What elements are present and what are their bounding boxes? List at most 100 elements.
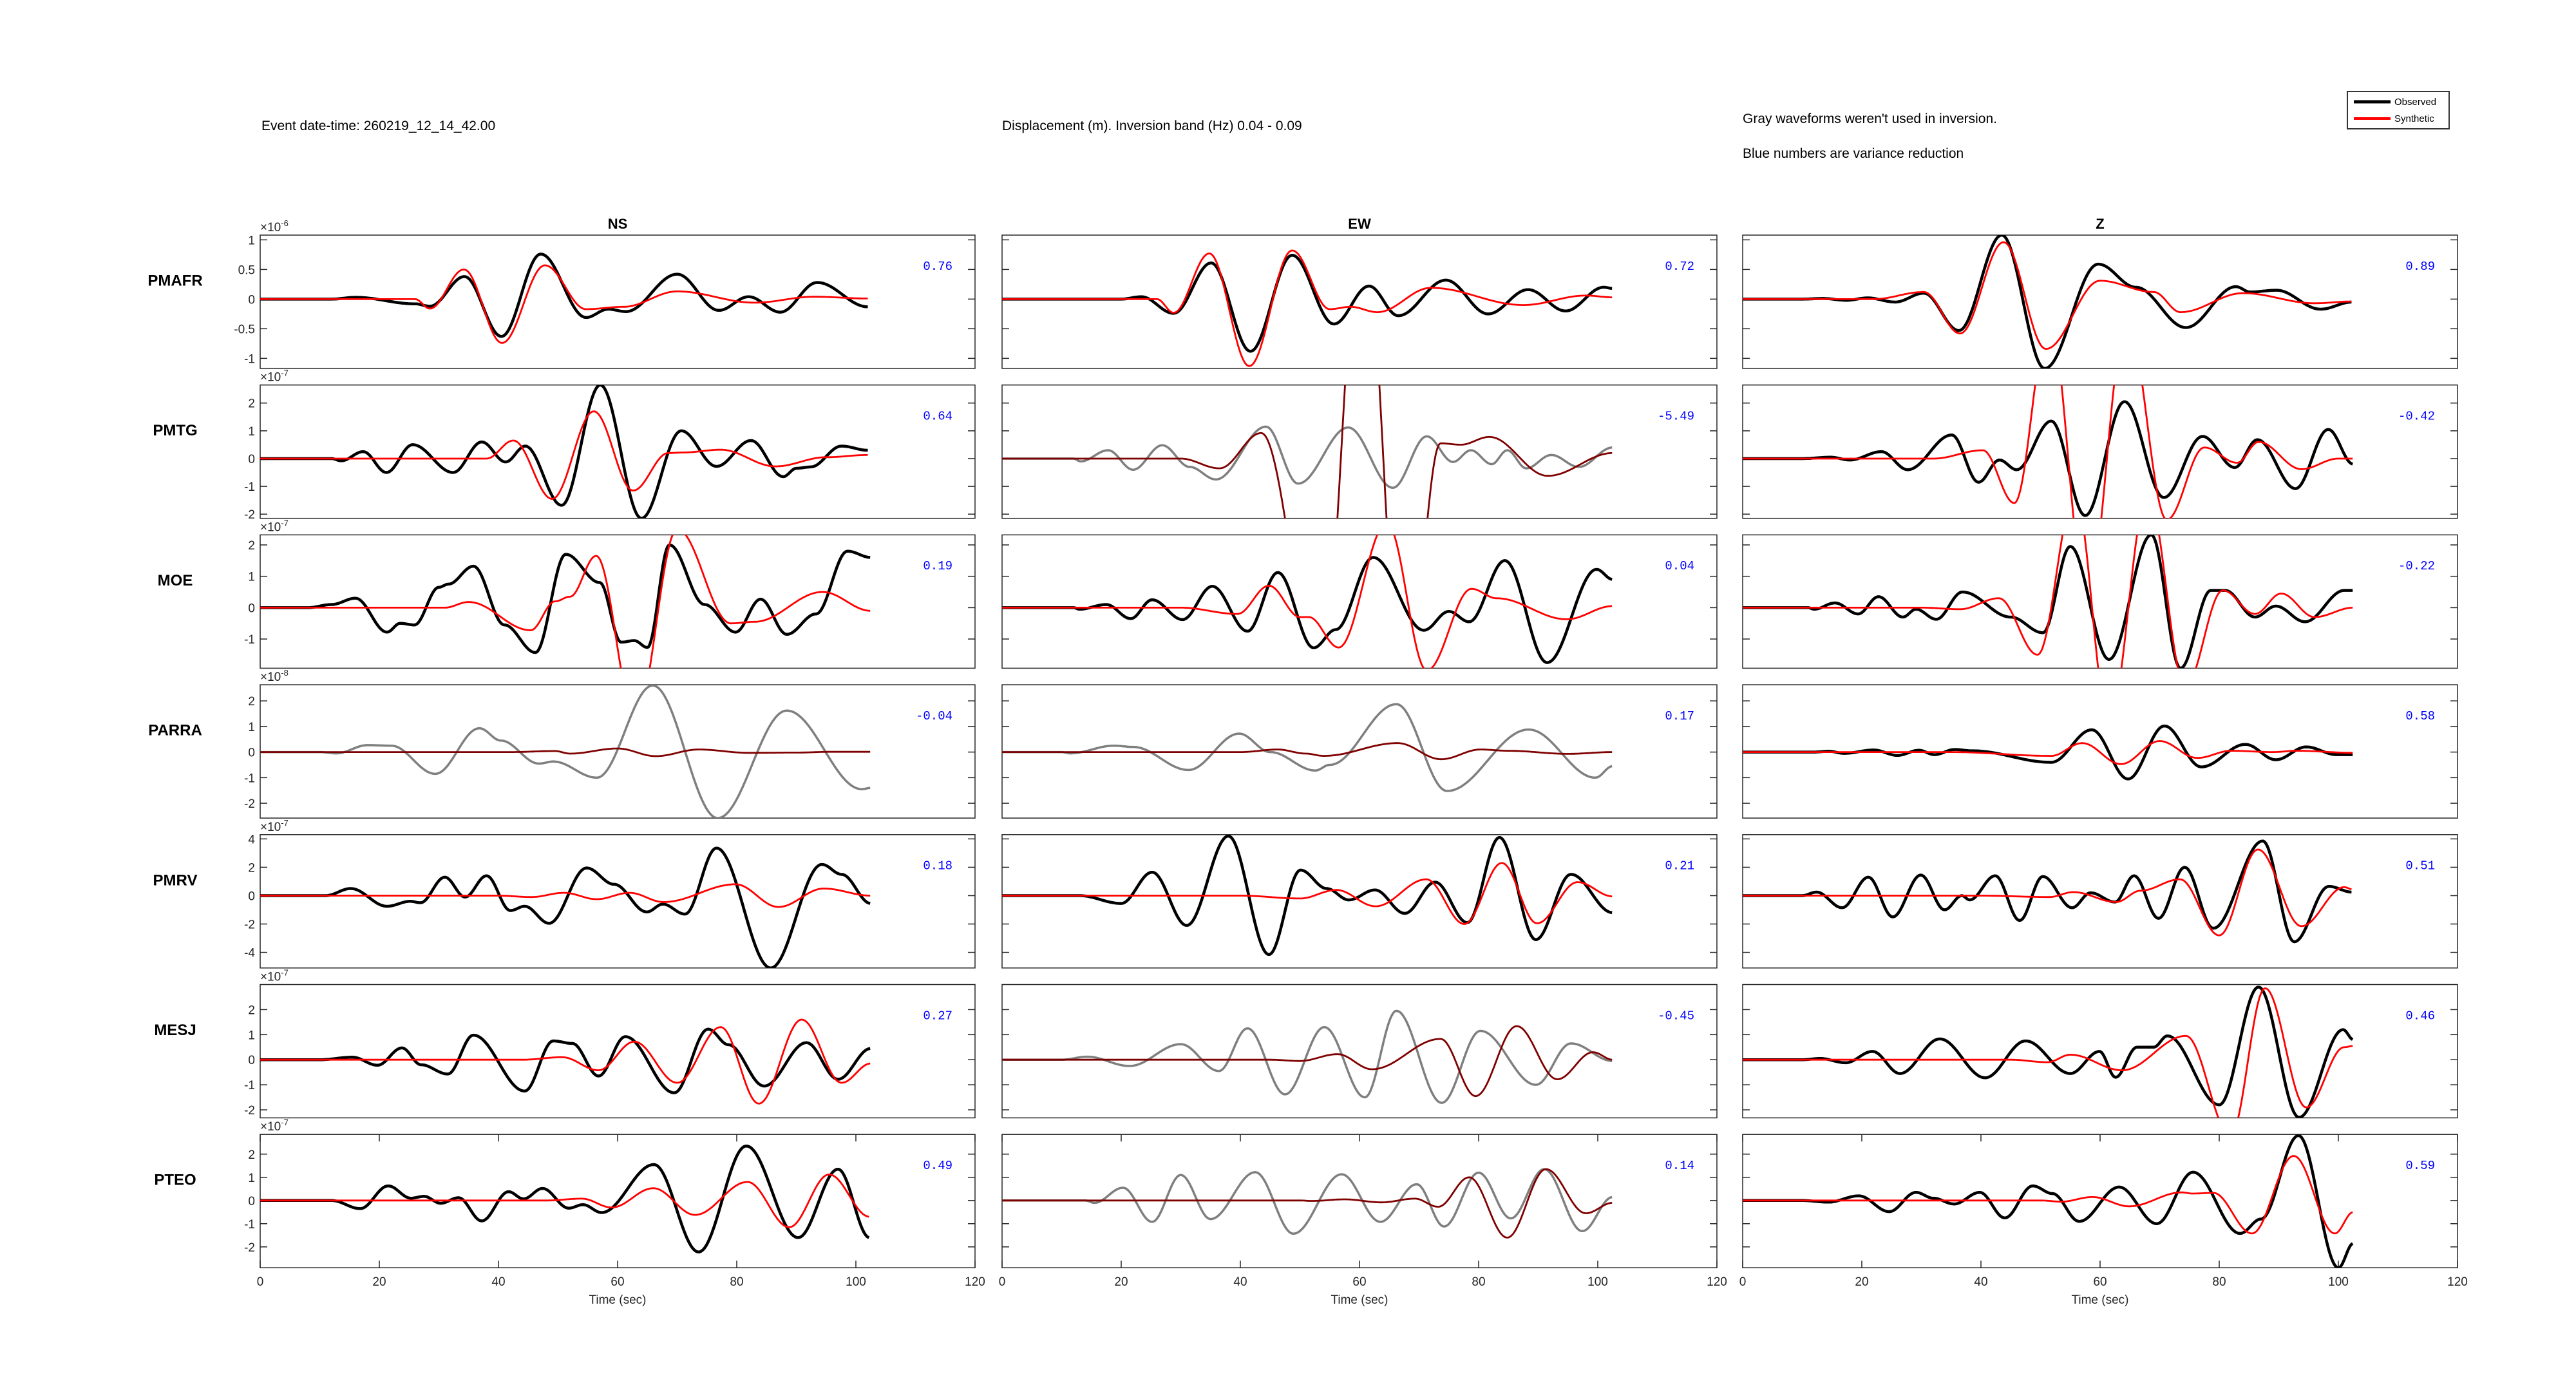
variance-reduction-value: 0.27 xyxy=(923,1009,952,1023)
axes-box xyxy=(1001,984,1718,1119)
y-tick-label: -1 xyxy=(244,1218,255,1232)
x-tick-label: 80 xyxy=(1472,1275,1485,1289)
y-tick-label: -2 xyxy=(244,1241,255,1255)
x-tick-label: 20 xyxy=(372,1275,386,1289)
x-tick-label: 120 xyxy=(1707,1275,1727,1289)
panel-pteo-z: 0 20 40 60 80 100 120 Time (sec) 0.59 xyxy=(1739,1134,2468,1307)
y-tick-label: 0 xyxy=(248,293,255,307)
variance-reduction-value: 0.59 xyxy=(2405,1159,2435,1173)
panel-moe-ns: -1 0 1 2 0.19 xyxy=(244,534,976,669)
observed-waveform xyxy=(1002,425,1613,490)
y-exponent-value: -6 xyxy=(281,218,289,228)
synthetic-waveform xyxy=(1002,249,1613,367)
y-exponent-value: -8 xyxy=(281,668,289,678)
observed-waveform xyxy=(1743,839,2352,944)
variance-reduction-value: 0.89 xyxy=(2405,260,2435,274)
axes-box xyxy=(260,834,976,969)
variance-reduction-value: 0.64 xyxy=(923,410,952,424)
observed-waveform xyxy=(1743,985,2354,1118)
y-tick-label: -4 xyxy=(244,947,255,960)
axes-box xyxy=(260,984,976,1119)
panel-pmrv-z: 0.51 xyxy=(1742,834,2458,969)
observed-waveform xyxy=(260,846,871,968)
y-tick-label: 1 xyxy=(248,1172,255,1185)
x-tick-label: 60 xyxy=(1352,1275,1366,1289)
panel-pmtg-ew: -5.49 xyxy=(1001,384,1718,519)
legend-synthetic-label: Synthetic xyxy=(2394,113,2434,124)
variance-reduction-value: 0.49 xyxy=(923,1159,952,1173)
variance-reduction-value: 0.76 xyxy=(923,260,952,274)
variance-reduction-value: -0.22 xyxy=(2398,559,2435,573)
station-row-pmrv: PMRV ×10-7 -4 -2 0 2 4 0.18 0.21 0.51 xyxy=(153,818,2458,969)
panel-pmafr-ns: -1 -0.5 0 0.5 1 0.76 xyxy=(234,234,976,369)
station-label: PTEO xyxy=(154,1172,196,1189)
x-tick-label: 120 xyxy=(2447,1275,2468,1289)
station-label: PARRA xyxy=(148,722,202,739)
synthetic-waveform xyxy=(1743,987,2353,1118)
observed-waveform xyxy=(260,385,868,519)
axes-box xyxy=(1742,384,2458,519)
observed-waveform xyxy=(260,1144,870,1253)
station-label: PMTG xyxy=(153,422,197,439)
variance-reduction-value: 0.17 xyxy=(1665,709,1694,723)
y-tick-label: -2 xyxy=(244,919,255,932)
panel-pmafr-z: 0.89 xyxy=(1742,234,2458,369)
observed-waveform xyxy=(260,252,868,338)
y-tick-label: 0 xyxy=(248,890,255,903)
y-tick-label: 1 xyxy=(248,721,255,734)
observed-waveform xyxy=(1743,1134,2354,1268)
y-exponent-label: ×10-7 xyxy=(260,1118,289,1134)
synthetic-waveform xyxy=(1002,535,1613,669)
y-tick-label: 0 xyxy=(248,747,255,760)
y-tick-label: 1 xyxy=(248,425,255,439)
panel-mesj-ew: -0.45 xyxy=(1001,984,1718,1119)
synthetic-waveform xyxy=(1743,740,2353,765)
x-axis-label: Time (sec) xyxy=(1331,1293,1388,1307)
synthetic-waveform xyxy=(260,1018,871,1105)
y-exponent-value: -7 xyxy=(281,818,289,828)
y-tick-label: 0 xyxy=(248,453,255,466)
observed-waveform xyxy=(1743,235,2352,368)
x-tick-label: 60 xyxy=(611,1275,624,1289)
station-label: MOE xyxy=(158,572,193,589)
y-tick-label: 2 xyxy=(248,539,255,553)
x-tick-label: 0 xyxy=(999,1275,1006,1289)
synthetic-waveform xyxy=(1002,862,1613,925)
variance-reduction-value: 0.14 xyxy=(1665,1159,1694,1173)
synthetic-waveform xyxy=(1002,1025,1613,1097)
station-row-pmafr: PMAFR ×10-6 -1 -0.5 0 0.5 1 0.76 0.72 0.89 xyxy=(147,218,2458,369)
variance-reduction-value: -0.04 xyxy=(916,709,952,723)
y-tick-label: 0 xyxy=(248,602,255,615)
column-title-ns: NS xyxy=(608,216,628,232)
y-tick-label: -1 xyxy=(244,633,255,647)
x-tick-label: 0 xyxy=(257,1275,264,1289)
variance-reduction-value: 0.04 xyxy=(1665,559,1694,573)
variance-reduction-value: 0.19 xyxy=(923,559,952,573)
axes-box xyxy=(1001,384,1718,519)
y-tick-label: 1 xyxy=(248,234,255,247)
y-tick-label: 0.5 xyxy=(238,263,255,277)
x-tick-label: 100 xyxy=(1587,1275,1608,1289)
y-tick-label: -2 xyxy=(244,1104,255,1118)
y-tick-label: -0.5 xyxy=(234,323,255,336)
y-tick-label: -2 xyxy=(244,508,255,522)
synthetic-waveform xyxy=(260,535,871,669)
x-axis-label: Time (sec) xyxy=(2071,1293,2128,1307)
observed-waveform xyxy=(1743,724,2353,781)
station-label: PMRV xyxy=(153,871,198,889)
x-tick-label: 80 xyxy=(2212,1275,2226,1289)
variance-reduction-value: 0.58 xyxy=(2405,709,2435,723)
axes-box xyxy=(260,234,976,369)
panel-pteo-ew: 0 20 40 60 80 100 120 Time (sec) 0.14 xyxy=(999,1134,1727,1307)
y-tick-label: -1 xyxy=(244,1079,255,1092)
y-tick-label: 1 xyxy=(248,1029,255,1042)
y-exponent-value: -7 xyxy=(281,518,289,528)
synthetic-waveform xyxy=(1743,848,2352,937)
y-tick-label: 1 xyxy=(248,571,255,584)
y-tick-label: 0 xyxy=(248,1195,255,1208)
y-tick-label: 2 xyxy=(248,397,255,411)
station-row-parra: PARRA ×10-8 -2 -1 0 1 2 -0.04 0.17 0.58 xyxy=(148,668,2458,819)
panel-parra-z: 0.58 xyxy=(1742,684,2458,819)
legend-box xyxy=(2347,91,2450,129)
